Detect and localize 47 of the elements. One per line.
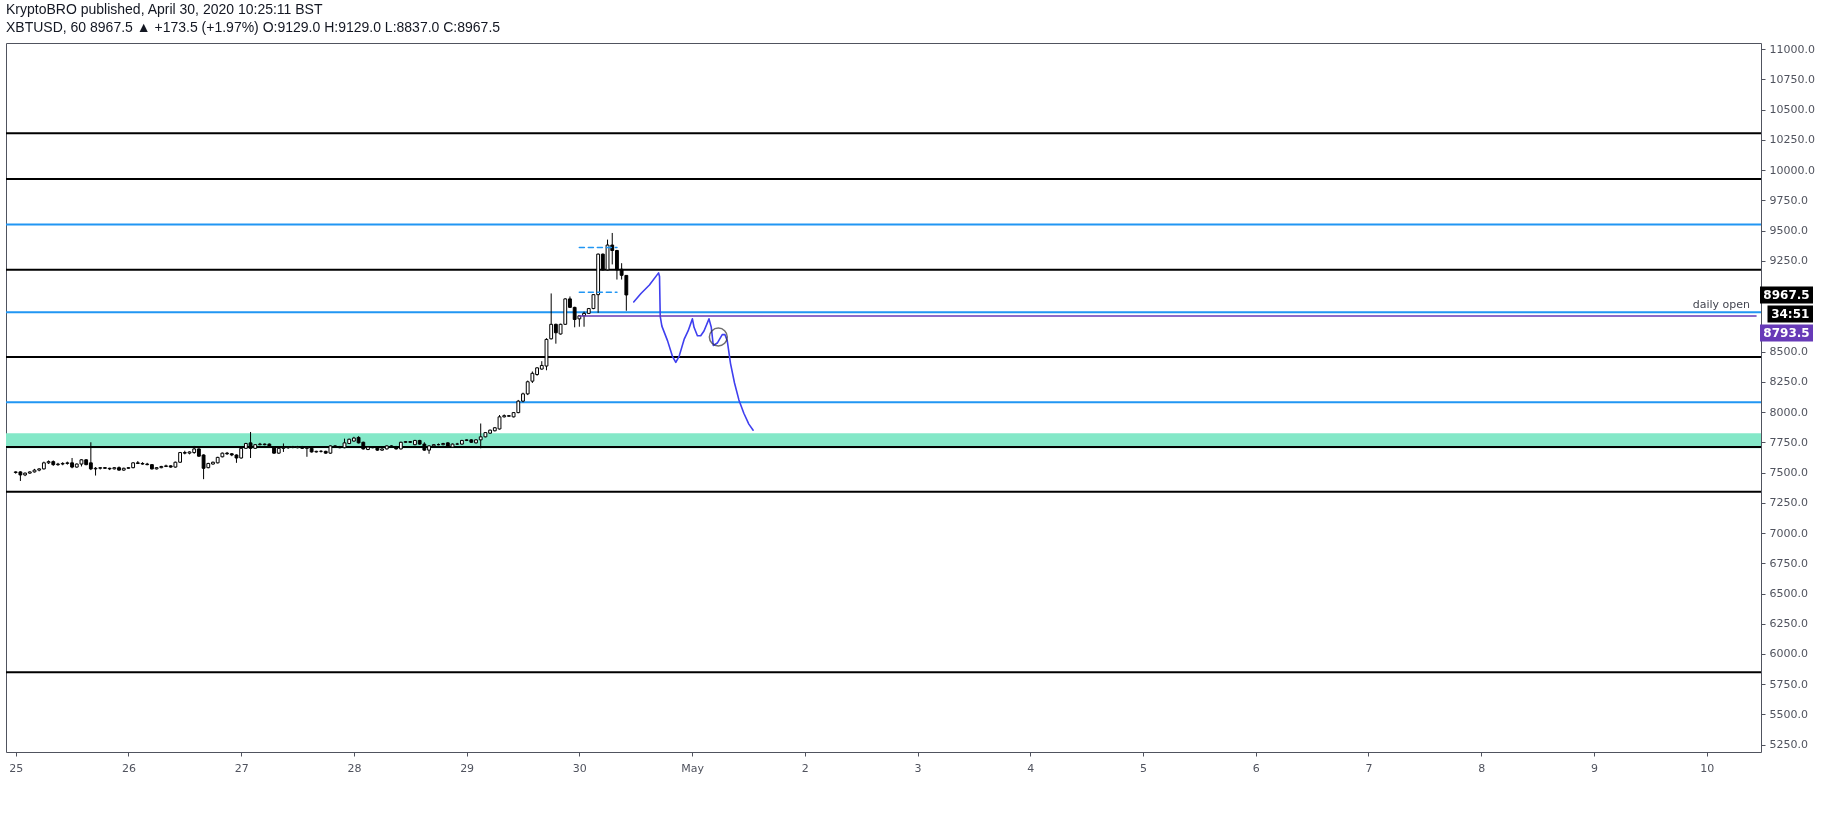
line-series bbox=[632, 272, 754, 431]
x-tick-label: 27 bbox=[234, 761, 249, 775]
candlestick bbox=[549, 292, 554, 340]
y-tick-label: 6250.0 bbox=[1769, 617, 1808, 631]
y-tick-label: 7250.0 bbox=[1769, 496, 1808, 510]
chart-subtitle: XBTUSD, 60 8967.5 ▲ +173.5 (+1.97%) O:9129.0 H:9129.0 L:8837.0 C:8967.5 bbox=[6, 19, 501, 35]
x-tick-label: 5 bbox=[1140, 761, 1148, 775]
chart-title: KryptoBRO published, April 30, 2020 10:25:11 BST bbox=[6, 1, 323, 17]
x-tick-label: 7 bbox=[1365, 761, 1373, 775]
y-tick-label: 6750.0 bbox=[1769, 556, 1808, 570]
x-tick-label: 29 bbox=[460, 761, 475, 775]
x-tick-label: 4 bbox=[1027, 761, 1035, 775]
series-label: daily open bbox=[1692, 298, 1751, 312]
y-tick-label: 6000.0 bbox=[1769, 647, 1808, 661]
y-tick-label: 10000.0 bbox=[1769, 163, 1815, 177]
x-tick-label: 26 bbox=[121, 761, 136, 775]
y-tick-label: 7750.0 bbox=[1769, 435, 1808, 449]
x-tick-label: May bbox=[681, 761, 705, 775]
y-tick-label: 8000.0 bbox=[1769, 405, 1808, 419]
y-tick-label: 6500.0 bbox=[1769, 587, 1808, 600]
y-tick-label: 7000.0 bbox=[1769, 526, 1808, 540]
x-tick-label: 2 bbox=[801, 761, 809, 775]
x-tick-label: 10 bbox=[1700, 761, 1715, 775]
y-tick-label: 9750.0 bbox=[1769, 193, 1808, 207]
x-tick-label: 28 bbox=[347, 761, 362, 775]
y-tick-label: 8250.0 bbox=[1769, 375, 1808, 389]
x-tick-label: 9 bbox=[1590, 761, 1598, 775]
y-tick-label: 11000.0 bbox=[1769, 42, 1815, 56]
x-tick-label: 6 bbox=[1252, 761, 1260, 775]
y-tick-label: 5500.0 bbox=[1769, 707, 1808, 721]
y-tick-label: 10750.0 bbox=[1769, 72, 1815, 86]
candlestick bbox=[248, 431, 253, 459]
y-tick-label: 5250.0 bbox=[1769, 738, 1808, 752]
y-tick-label: 7500.0 bbox=[1769, 466, 1808, 480]
y-tick-label: 5750.0 bbox=[1769, 677, 1808, 691]
x-tick-label: 8 bbox=[1478, 761, 1486, 775]
y-tick-label: 9500.0 bbox=[1769, 224, 1808, 238]
x-tick-label: 30 bbox=[572, 761, 587, 775]
y-tick-label: 9250.0 bbox=[1769, 254, 1808, 268]
text: 34:51 bbox=[1771, 306, 1810, 321]
y-tick-label: 10250.0 bbox=[1769, 133, 1815, 147]
data-label: 8793.5 bbox=[1763, 325, 1810, 340]
x-tick-label: 3 bbox=[914, 761, 922, 775]
y-tick-label: 10500.0 bbox=[1769, 103, 1815, 117]
text: 8967.5 bbox=[1763, 287, 1810, 302]
x-tick-label: 25 bbox=[9, 761, 24, 775]
y-tick-label: 8500.0 bbox=[1769, 345, 1808, 359]
